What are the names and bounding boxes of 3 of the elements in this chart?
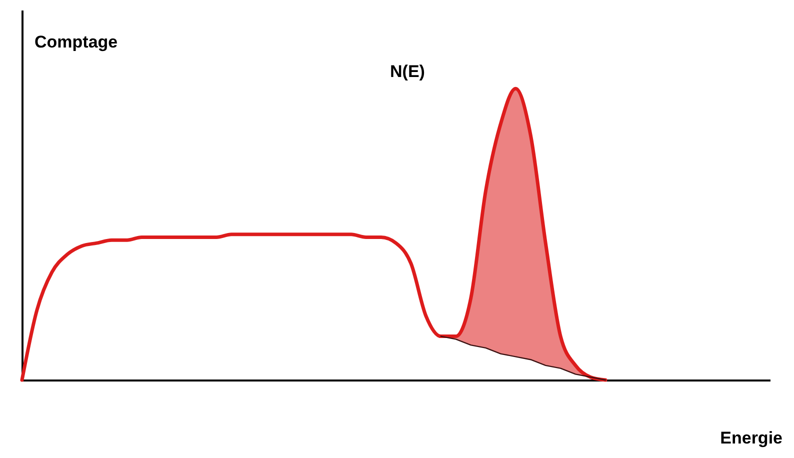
text: N(E)	[390, 62, 425, 81]
x-axis-title: Energie	[720, 428, 782, 448]
y-axis-title: Comptage	[34, 32, 118, 52]
